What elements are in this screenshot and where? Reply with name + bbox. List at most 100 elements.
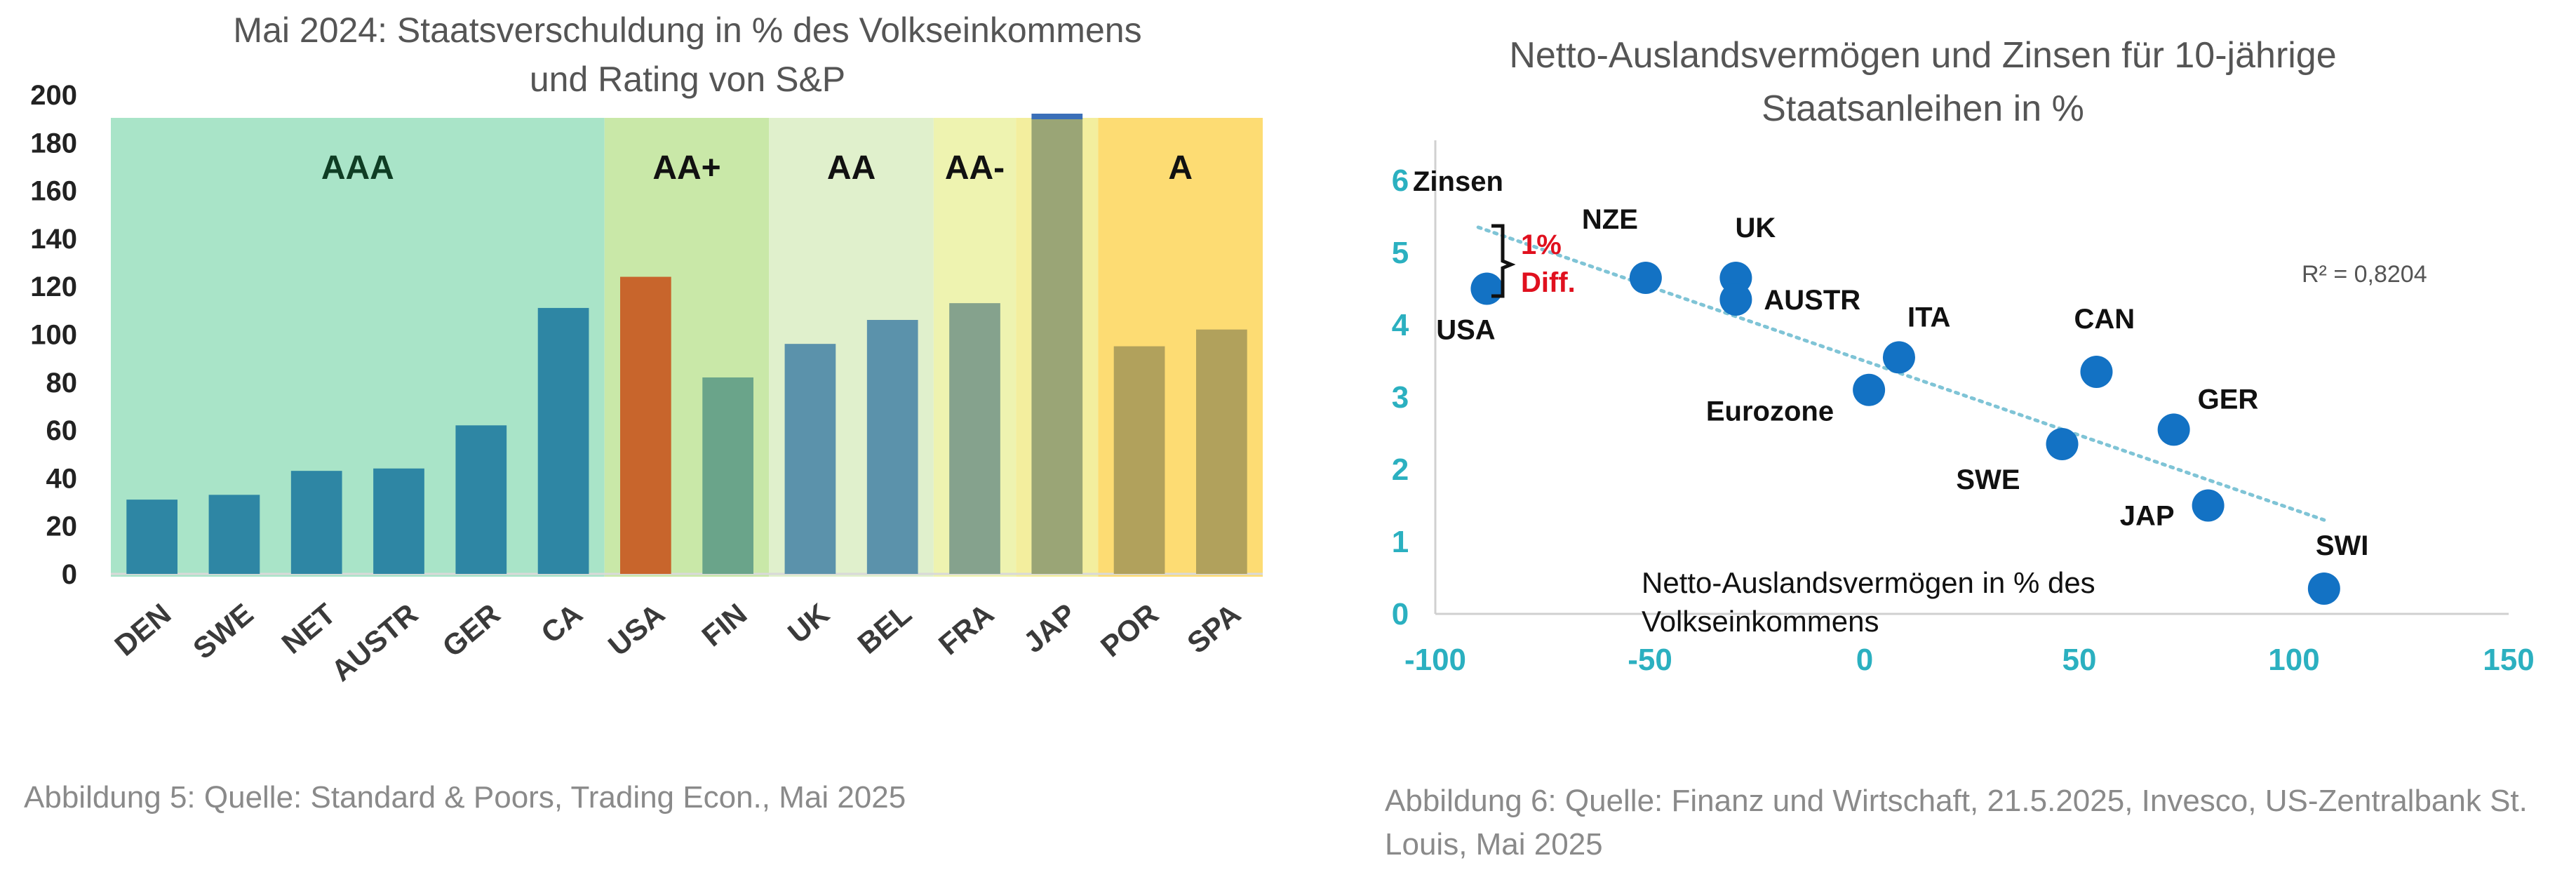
diff-text-label: Diff.: [1521, 267, 1576, 298]
bar-fra: [949, 303, 1000, 574]
x-tick-label: JAP: [1017, 597, 1082, 659]
rating-label-0: AAA: [321, 149, 394, 187]
scatter-chart: Netto-Auslandsvermögen und Zinsen für 10…: [1392, 35, 2535, 677]
point-label-ita: ITA: [1907, 302, 1950, 333]
right-caption-line1: Abbildung 6: Quelle: Finanz und Wirtscha…: [1385, 784, 2528, 818]
y-tick-label: 2: [1392, 453, 1409, 487]
y-tick-label: 5: [1392, 236, 1409, 270]
y-tick-label: 80: [46, 368, 78, 399]
x-tick-label: AUSTR: [325, 597, 424, 688]
diff-pct-label: 1%: [1521, 229, 1562, 260]
y-tick-label: 60: [46, 415, 78, 446]
scatter-points: [1470, 262, 2340, 605]
y-tick-label: 0: [62, 559, 77, 590]
point-swe: [2046, 427, 2079, 460]
bar-den: [126, 500, 178, 574]
point-label-swe: SWE: [1956, 464, 2020, 495]
point-jap: [2192, 489, 2225, 522]
point-can: [2080, 355, 2113, 388]
y-axis-label: Zinsen: [1413, 166, 1503, 197]
point-label-swi: SWI: [2316, 530, 2369, 561]
x-tick-label: -100: [1404, 643, 1466, 677]
y-tick-label: 0: [1392, 597, 1409, 631]
y-tick-label: 120: [30, 272, 77, 302]
point-label-nze: NZE: [1582, 204, 1638, 235]
rating-label-3: AA-: [945, 149, 1005, 187]
x-tick-label: FIN: [695, 597, 753, 652]
bar-bel: [866, 320, 918, 574]
x-tick-label: SWE: [187, 597, 259, 666]
y-tick-label: 3: [1392, 380, 1409, 415]
y-tick-label: 180: [30, 128, 77, 159]
x-tick-label: SPA: [1181, 597, 1247, 660]
y-tick-label: 4: [1392, 308, 1409, 342]
right-figure: Netto-Auslandsvermögen und Zinsen für 10…: [1288, 0, 2576, 884]
bar-por: [1113, 346, 1165, 574]
bar-usa: [619, 276, 671, 574]
trendline: [1476, 225, 2326, 522]
point-ger: [2157, 413, 2190, 446]
x-tick-label: 0: [1856, 643, 1873, 677]
x-tick-label: UK: [781, 597, 836, 650]
x-tick-label: 100: [2268, 643, 2319, 677]
bar-net: [290, 471, 342, 574]
scatter-title-line1: Netto-Auslandsvermögen und Zinsen für 10…: [1509, 35, 2336, 76]
y-tick-label: 1: [1392, 525, 1409, 559]
bars: [126, 114, 1247, 574]
x-tick-label: BEL: [851, 597, 918, 660]
diff-brace: [1491, 224, 1516, 298]
bar-chart-title-line2: und Rating von S&P: [530, 60, 845, 99]
scatter-title-line2: Staatsanleihen in %: [1762, 88, 2084, 129]
diff-annotation: 1% Diff.: [1491, 224, 1576, 298]
y-tick-label: 6: [1392, 163, 1409, 198]
bar-jap: [1031, 118, 1083, 574]
point-usa: [1470, 272, 1503, 305]
r-squared-label: R² = 0,8204: [2302, 261, 2427, 288]
bar-austr: [373, 468, 424, 574]
point-label-can: CAN: [2074, 304, 2135, 335]
y-tick-label: 140: [30, 224, 77, 255]
rating-label-1: AA+: [652, 149, 720, 187]
point-label-eurozone: Eurozone: [1706, 396, 1834, 427]
bar-ger: [455, 425, 507, 574]
bar-ca: [537, 307, 589, 574]
left-caption: Abbildung 5: Quelle: Standard & Poors, T…: [24, 780, 906, 815]
point-nze: [1629, 262, 1662, 295]
point-swi: [2307, 572, 2340, 605]
bar-swe: [208, 495, 260, 574]
y-tick-label: 100: [30, 320, 77, 351]
y-tick-label: 200: [30, 80, 77, 111]
bar-overflow-cap: [1031, 114, 1083, 119]
x-tick-label: DEN: [108, 597, 177, 662]
x-tick-label: GER: [436, 597, 507, 664]
bar-uk: [784, 344, 836, 574]
x-tick-label: 50: [2062, 643, 2097, 677]
rating-band-0: [111, 118, 605, 577]
y-tick-labels: 0 20 40 60 80 100 120 140 160 180 200: [30, 80, 77, 590]
point-label-jap: JAP: [2120, 501, 2175, 532]
point-label-uk: UK: [1736, 213, 1776, 243]
bar-fin: [702, 377, 754, 574]
bar-spa: [1195, 329, 1247, 574]
point-ita: [1882, 341, 1915, 374]
x-axis-label-line2: Volkseinkommens: [1642, 605, 1879, 638]
rating-label-5: A: [1168, 149, 1193, 187]
point-label-austr: AUSTR: [1764, 285, 1860, 316]
x-tick-label: FRA: [932, 597, 1000, 661]
right-caption-line2: Louis, Mai 2025: [1385, 827, 1603, 862]
x-tick-label: -50: [1628, 643, 1672, 677]
point-label-usa: USA: [1436, 315, 1495, 346]
x-axis-label-line1: Netto-Auslandsvermögen in % des: [1642, 566, 2095, 599]
scatter-axes: [1434, 140, 2509, 615]
point-labels: USA NZE UK AUSTR ITA Eurozone CAN GER SWE JAP SWI: [1436, 204, 2368, 561]
y-tick-label: 20: [46, 511, 78, 542]
point-eurozone: [1853, 373, 1886, 406]
point-label-ger: GER: [2198, 384, 2259, 415]
x-tick-label: NET: [275, 597, 342, 660]
x-tick-label: POR: [1094, 597, 1165, 664]
trendline-path: [1476, 225, 2326, 522]
bar-chart-title-line1: Mai 2024: Staatsverschuldung in % des Vo…: [233, 11, 1141, 50]
